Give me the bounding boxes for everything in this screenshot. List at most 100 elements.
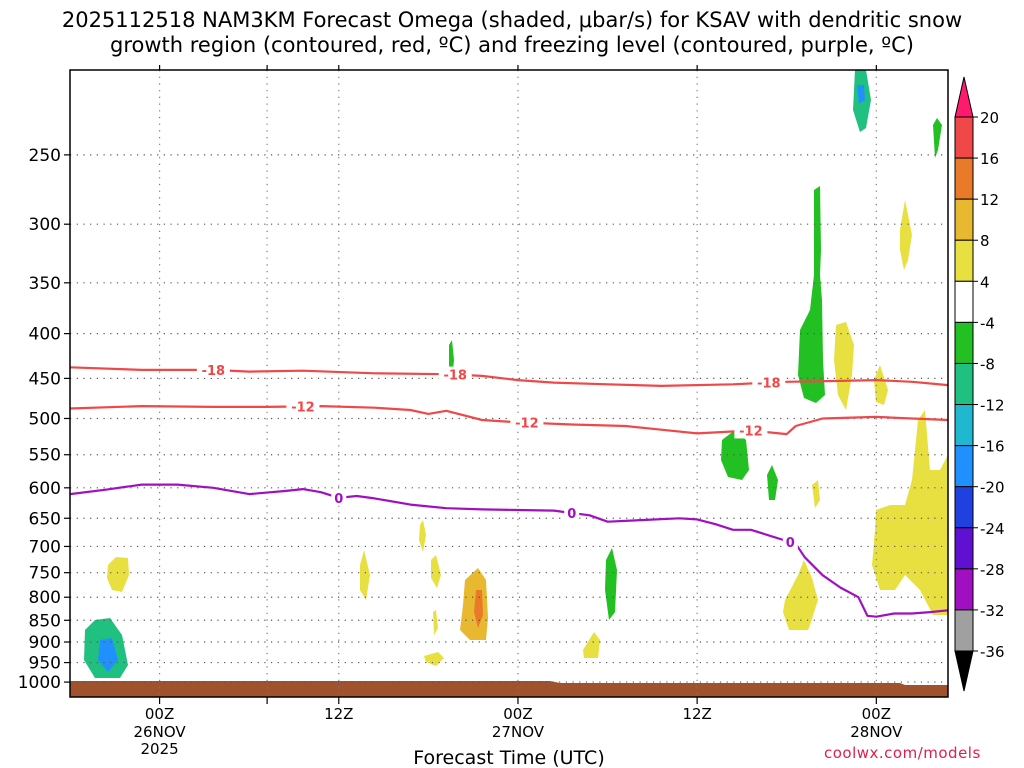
omega-cell-5 (812, 480, 820, 508)
colorbar-bin-0 (954, 116, 974, 159)
x-date-label-0: 26NOV (134, 723, 187, 741)
y-tick-label-350: 350 (29, 274, 61, 294)
dgz-minus18-label-bg-0 (196, 361, 230, 378)
source-credit: coolwx.com/models (824, 744, 981, 762)
omega-cell-8 (431, 555, 441, 588)
chart-title-line-2: growth region (contoured, red, ºC) and f… (110, 33, 914, 57)
colorbar-bin-12 (954, 609, 974, 652)
x-tick-label-4: 12Z (682, 705, 711, 723)
descent-850-27nov-core (474, 590, 483, 628)
y-tick-label-400: 400 (29, 325, 61, 345)
colorbar-bin-11 (954, 568, 974, 611)
x-date-label-3: 27NOV (492, 723, 545, 741)
ground-layer (70, 681, 948, 697)
dgz-minus12-label-0: -12 (291, 400, 315, 415)
x-tick-label-3: 00Z (503, 705, 532, 723)
colorbar-label-4: 4 (980, 273, 990, 291)
y-tick-label-300: 300 (29, 215, 61, 235)
omega-cell-4 (874, 365, 888, 405)
y-tick-label-750: 750 (29, 564, 61, 584)
colorbar-bin-3 (954, 239, 974, 282)
dgz-minus12-label-bg-1 (510, 414, 544, 431)
x-axis-title: Forecast Time (UTC) (413, 747, 604, 768)
x-year-label-0: 2025 (140, 740, 178, 758)
freezing-level-label-bg-0 (331, 489, 347, 506)
colorbar-label-0: 20 (980, 109, 999, 127)
descent-700-28nov-region (872, 410, 948, 615)
colorbar-label-8: -16 (980, 438, 1005, 456)
colorbar-bin-5 (954, 321, 974, 364)
y-tick-label-900: 900 (29, 633, 61, 653)
colorbar-label-9: -20 (980, 479, 1005, 497)
x-tick-label-2: 12Z (324, 705, 353, 723)
ascent-column-28nov-region (798, 186, 825, 403)
colorbar-label-2: 12 (980, 191, 999, 209)
colorbar-label-5: -4 (980, 314, 995, 332)
freezing-level-label-1: 0 (567, 507, 576, 522)
x-date-label-5: 28NOV (850, 723, 903, 741)
colorbar-bin-10 (954, 527, 974, 570)
colorbar-label-11: -28 (980, 561, 1005, 579)
omega-cell-2 (900, 200, 912, 270)
colorbar-label-10: -24 (980, 520, 1005, 538)
dgz-minus18-label-bg-2 (752, 374, 786, 391)
omega-cell-10 (424, 652, 444, 666)
colorbar-bin-4 (954, 280, 974, 323)
y-axis: 2503003504004505005506006507007508008509… (18, 146, 70, 693)
colorbar-bin-7 (954, 404, 974, 447)
dgz-minus12-label-1: -12 (515, 417, 539, 432)
x-tick-label-5: 00Z (862, 705, 891, 723)
y-tick-label-950: 950 (29, 654, 61, 674)
dgz-minus12-label-2: -12 (739, 424, 763, 439)
y-tick-label-850: 850 (29, 611, 61, 631)
y-tick-label-600: 600 (29, 479, 61, 499)
ascent-550-27nov-region (721, 430, 749, 480)
colorbar-label-6: -8 (980, 355, 995, 373)
y-tick-label-650: 650 (29, 509, 61, 529)
ground-surface (70, 681, 948, 697)
dgz-minus18-contour (70, 366, 948, 387)
y-tick-label-1000: 1000 (18, 673, 61, 693)
freezing-level-label-bg-1 (564, 504, 580, 521)
descent-750-26nov-region (107, 557, 129, 592)
omega-cell-9 (433, 610, 438, 635)
colorbar-bin-6 (954, 362, 974, 406)
colorbar-bottom-arrow (954, 650, 974, 692)
freezing-level-label-2: 0 (786, 536, 795, 551)
omega-cell-0 (933, 118, 942, 158)
ascent-core-900-core (98, 638, 118, 672)
dgz-minus18-label-2: -18 (757, 377, 781, 392)
omega-cell-11 (583, 632, 600, 658)
colorbar-bin-9 (954, 486, 974, 529)
x-tick-label-0: 00Z (145, 705, 174, 723)
colorbar-label-7: -12 (980, 397, 1005, 415)
descent-850-27nov-region (460, 568, 488, 640)
y-tick-label-450: 450 (29, 369, 61, 389)
colorbar-label-3: 8 (980, 232, 990, 250)
y-tick-label-800: 800 (29, 588, 61, 608)
y-tick-label-550: 550 (29, 446, 61, 466)
colorbar-label-1: 16 (980, 150, 999, 168)
y-tick-label-250: 250 (29, 146, 61, 166)
colorbar-top-arrow (954, 76, 974, 118)
colorbar-bin-8 (954, 445, 974, 488)
omega-cell-7 (419, 520, 426, 552)
y-tick-label-700: 700 (29, 537, 61, 557)
ascent-top-28nov-core (857, 85, 865, 104)
chart-title-line-1: 2025112518 NAM3KM Forecast Omega (shaded… (61, 8, 963, 32)
contour-layer: -18 -18 -18 -12 -12 -12 0 0 0 (70, 361, 948, 618)
colorbar-label-12: -32 (980, 602, 1005, 620)
colorbar-label-13: -36 (980, 643, 1005, 661)
ascent-800-27nov-region (605, 548, 617, 620)
dgz-minus12-contour (70, 405, 948, 436)
dgz-minus12-label-bg-2 (734, 422, 768, 439)
omega-cell-6 (360, 550, 370, 600)
dgz-minus18-label-0: -18 (202, 364, 226, 379)
omega-cell-3 (834, 322, 854, 410)
freezing-level-label-bg-2 (782, 534, 798, 551)
omega-colorbar: 20 16 12 8 4 -4 -8 -12 -16 -20 -24 -28 -32 -36 (954, 76, 1005, 692)
plot-frame (69, 69, 949, 698)
dgz-minus18-label-bg-1 (438, 366, 472, 383)
